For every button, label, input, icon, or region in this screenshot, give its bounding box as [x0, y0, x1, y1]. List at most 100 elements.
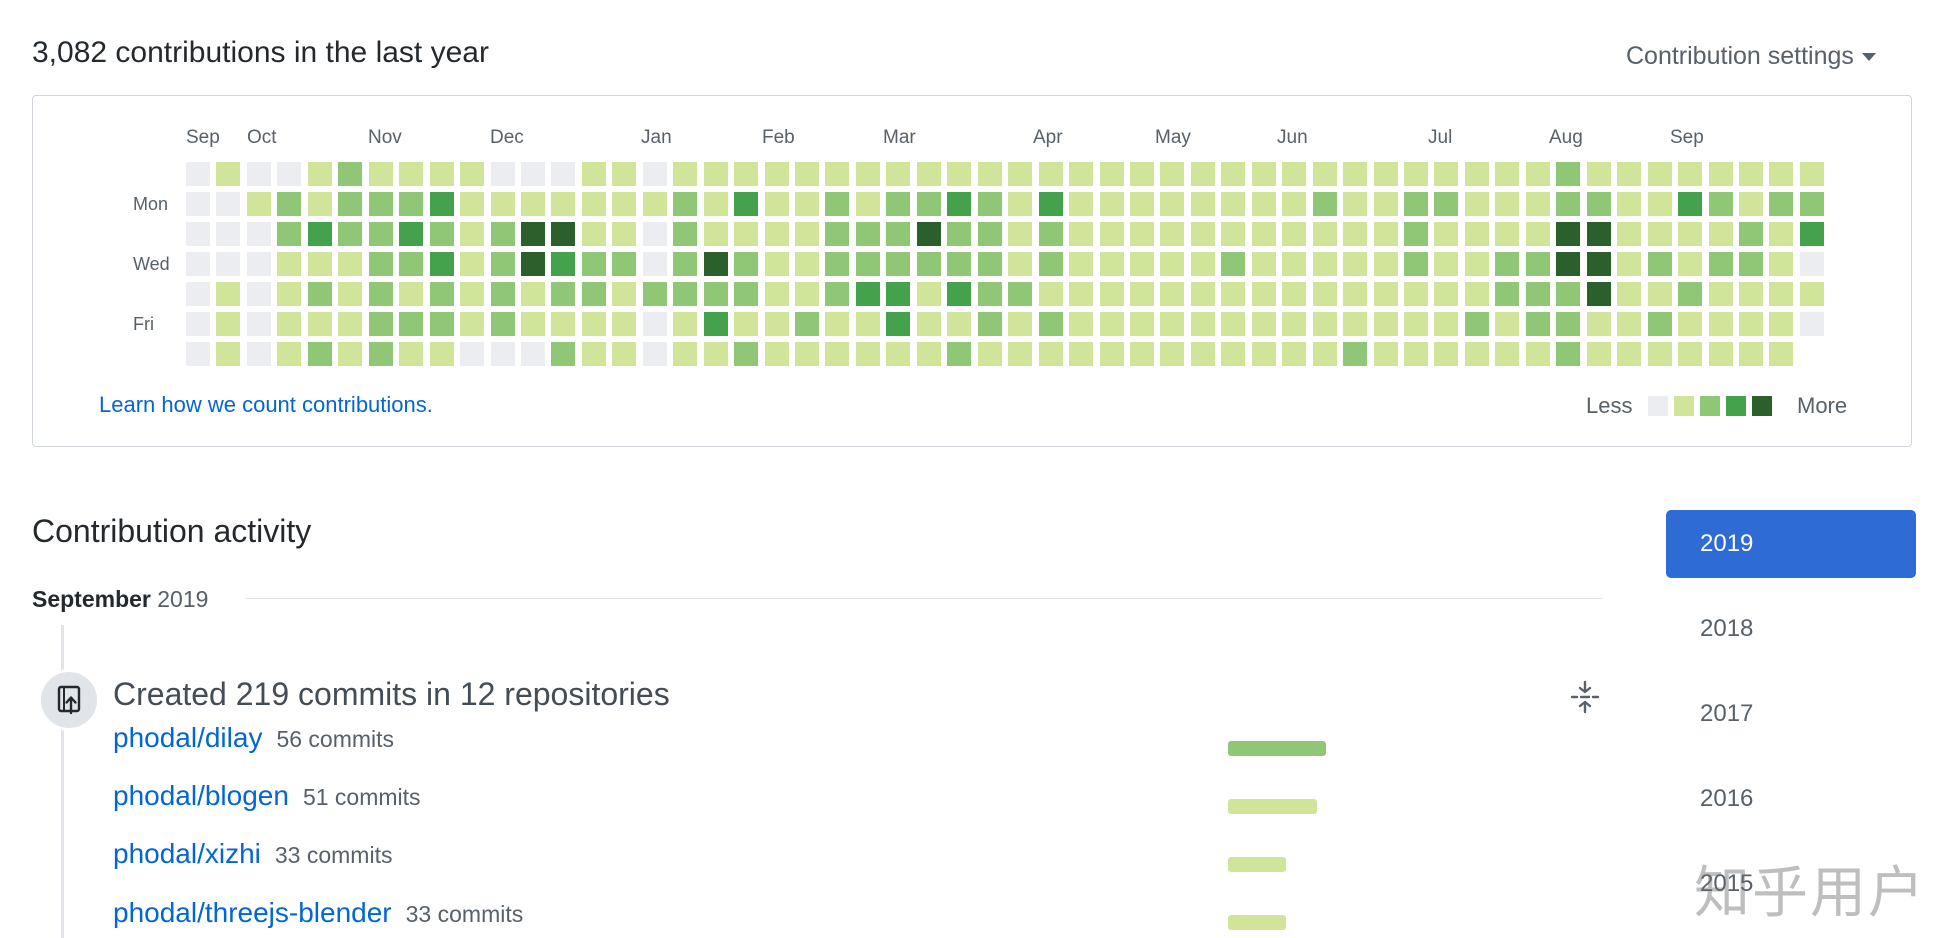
contribution-day-cell[interactable] [1282, 162, 1306, 186]
contribution-day-cell[interactable] [1252, 252, 1276, 276]
contribution-day-cell[interactable] [1434, 192, 1458, 216]
contribution-day-cell[interactable] [1769, 252, 1793, 276]
contribution-day-cell[interactable] [1313, 162, 1337, 186]
contribution-day-cell[interactable] [277, 252, 301, 276]
contribution-day-cell[interactable] [186, 222, 210, 246]
year-filter-2015[interactable]: 2015 [1700, 870, 1754, 897]
contribution-day-cell[interactable] [582, 252, 606, 276]
contribution-day-cell[interactable] [1008, 282, 1032, 306]
contribution-day-cell[interactable] [1221, 282, 1245, 306]
contribution-day-cell[interactable] [277, 312, 301, 336]
contribution-day-cell[interactable] [186, 342, 210, 366]
contribution-day-cell[interactable] [1100, 252, 1124, 276]
contribution-day-cell[interactable] [1404, 282, 1428, 306]
contribution-day-cell[interactable] [765, 222, 789, 246]
contribution-day-cell[interactable] [1465, 222, 1489, 246]
contribution-day-cell[interactable] [338, 192, 362, 216]
contribution-day-cell[interactable] [1282, 312, 1306, 336]
contribution-day-cell[interactable] [551, 222, 575, 246]
contribution-day-cell[interactable] [1191, 342, 1215, 366]
contribution-day-cell[interactable] [551, 282, 575, 306]
contribution-day-cell[interactable] [734, 222, 758, 246]
contribution-day-cell[interactable] [521, 192, 545, 216]
contribution-day-cell[interactable] [460, 342, 484, 366]
contribution-day-cell[interactable] [734, 192, 758, 216]
contribution-day-cell[interactable] [978, 162, 1002, 186]
contribution-day-cell[interactable] [491, 222, 515, 246]
contribution-day-cell[interactable] [216, 162, 240, 186]
contribution-day-cell[interactable] [1587, 312, 1611, 336]
contribution-day-cell[interactable] [1313, 252, 1337, 276]
contribution-day-cell[interactable] [886, 252, 910, 276]
contribution-day-cell[interactable] [1191, 252, 1215, 276]
contribution-day-cell[interactable] [1434, 162, 1458, 186]
contribution-day-cell[interactable] [1008, 192, 1032, 216]
contribution-day-cell[interactable] [1130, 252, 1154, 276]
contribution-day-cell[interactable] [1769, 342, 1793, 366]
contribution-day-cell[interactable] [369, 162, 393, 186]
contribution-day-cell[interactable] [1374, 312, 1398, 336]
contribution-day-cell[interactable] [1739, 282, 1763, 306]
contribution-day-cell[interactable] [1160, 192, 1184, 216]
contribution-day-cell[interactable] [430, 162, 454, 186]
contribution-day-cell[interactable] [825, 282, 849, 306]
contribution-day-cell[interactable] [1282, 192, 1306, 216]
contribution-day-cell[interactable] [338, 342, 362, 366]
contribution-day-cell[interactable] [1404, 222, 1428, 246]
contribution-day-cell[interactable] [247, 162, 271, 186]
contribution-day-cell[interactable] [308, 222, 332, 246]
contribution-day-cell[interactable] [1343, 222, 1367, 246]
contribution-day-cell[interactable] [216, 252, 240, 276]
contribution-day-cell[interactable] [1587, 342, 1611, 366]
contribution-day-cell[interactable] [612, 342, 636, 366]
contribution-day-cell[interactable] [612, 282, 636, 306]
contribution-day-cell[interactable] [399, 342, 423, 366]
contribution-day-cell[interactable] [1495, 282, 1519, 306]
contribution-day-cell[interactable] [643, 342, 667, 366]
contribution-day-cell[interactable] [430, 282, 454, 306]
contribution-day-cell[interactable] [704, 252, 728, 276]
contribution-day-cell[interactable] [1282, 222, 1306, 246]
contribution-day-cell[interactable] [1617, 342, 1641, 366]
contribution-day-cell[interactable] [1434, 312, 1458, 336]
contribution-day-cell[interactable] [1709, 162, 1733, 186]
year-filter-2018[interactable]: 2018 [1700, 615, 1754, 642]
contribution-day-cell[interactable] [795, 282, 819, 306]
repo-commit-count[interactable]: 33 commits [405, 901, 524, 927]
contribution-day-cell[interactable] [978, 282, 1002, 306]
contribution-day-cell[interactable] [1008, 252, 1032, 276]
contribution-day-cell[interactable] [430, 222, 454, 246]
contribution-day-cell[interactable] [795, 192, 819, 216]
contribution-day-cell[interactable] [1100, 282, 1124, 306]
contribution-day-cell[interactable] [856, 162, 880, 186]
contribution-day-cell[interactable] [216, 192, 240, 216]
contribution-day-cell[interactable] [765, 282, 789, 306]
contribution-day-cell[interactable] [521, 282, 545, 306]
year-filter-2016[interactable]: 2016 [1700, 785, 1754, 812]
contribution-day-cell[interactable] [308, 192, 332, 216]
contribution-day-cell[interactable] [1252, 162, 1276, 186]
contribution-day-cell[interactable] [1434, 222, 1458, 246]
contribution-day-cell[interactable] [216, 342, 240, 366]
contribution-day-cell[interactable] [1191, 282, 1215, 306]
contribution-day-cell[interactable] [1434, 252, 1458, 276]
contribution-day-cell[interactable] [1404, 162, 1428, 186]
contribution-day-cell[interactable] [704, 342, 728, 366]
contribution-day-cell[interactable] [1221, 312, 1245, 336]
contribution-day-cell[interactable] [1221, 162, 1245, 186]
contribution-day-cell[interactable] [643, 162, 667, 186]
contribution-day-cell[interactable] [856, 342, 880, 366]
contribution-day-cell[interactable] [491, 312, 515, 336]
contribution-day-cell[interactable] [521, 312, 545, 336]
contribution-day-cell[interactable] [1160, 282, 1184, 306]
contribution-day-cell[interactable] [399, 192, 423, 216]
contribution-day-cell[interactable] [1556, 312, 1580, 336]
contribution-day-cell[interactable] [1526, 342, 1550, 366]
contribution-day-cell[interactable] [1800, 312, 1824, 336]
contribution-day-cell[interactable] [704, 222, 728, 246]
repo-commit-count[interactable]: 33 commits [274, 842, 393, 868]
contribution-day-cell[interactable] [460, 192, 484, 216]
contribution-day-cell[interactable] [338, 312, 362, 336]
contribution-day-cell[interactable] [1130, 162, 1154, 186]
contribution-day-cell[interactable] [978, 222, 1002, 246]
